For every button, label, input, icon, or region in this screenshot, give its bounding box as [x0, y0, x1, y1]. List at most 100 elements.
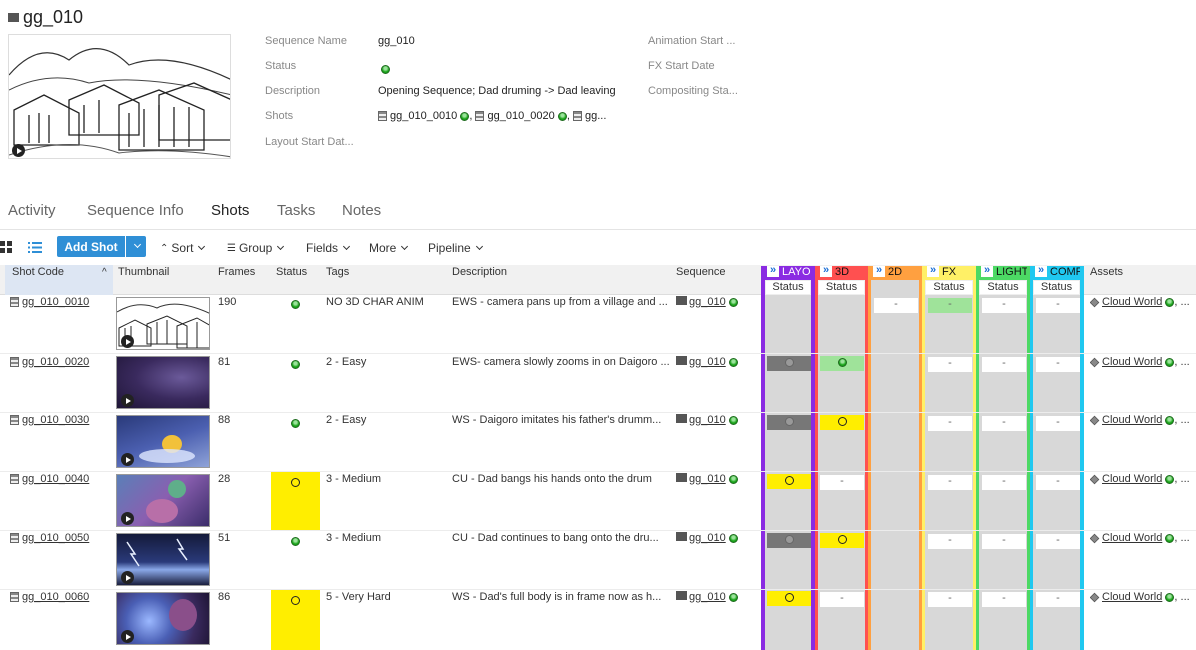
add-shot-dropdown[interactable]: [126, 236, 146, 257]
sequence-link[interactable]: gg_010: [676, 532, 738, 544]
table-row[interactable]: gg_010_0040: [10, 473, 110, 485]
pipeline-status-comp[interactable]: -: [1036, 475, 1080, 490]
pipeline-sub-status-fx[interactable]: Status: [925, 280, 973, 295]
shot-thumbnail[interactable]: [116, 415, 210, 468]
shot-thumbnail[interactable]: [116, 356, 210, 409]
fields-menu[interactable]: Fields: [306, 241, 351, 255]
pipeline-status-light[interactable]: -: [982, 592, 1026, 607]
table-row[interactable]: gg_010_0050: [10, 532, 110, 544]
description-value[interactable]: CU - Dad bangs his hands onto the drum: [452, 473, 652, 485]
table-row[interactable]: gg_010_0060: [10, 591, 110, 603]
pipeline-status-comp[interactable]: -: [1036, 416, 1080, 431]
tags-value[interactable]: 2 - Easy: [326, 414, 367, 426]
pipeline-status-layout[interactable]: [767, 533, 811, 548]
sequence-link[interactable]: gg_010: [676, 414, 738, 426]
pipeline-sub-status-3d[interactable]: Status: [818, 280, 865, 295]
table-row[interactable]: gg_010_0010: [10, 296, 110, 308]
field-value-description[interactable]: Opening Sequence; Dad druming -> Dad lea…: [378, 85, 616, 97]
pipeline-step-2d[interactable]: 2D: [871, 266, 919, 280]
pipeline-sub-status-comp[interactable]: Status: [1033, 280, 1080, 295]
play-icon[interactable]: [121, 571, 134, 584]
tags-value[interactable]: NO 3D CHAR ANIM: [326, 296, 424, 308]
description-value[interactable]: WS - Dad's full body is in frame now as …: [452, 591, 662, 603]
pipeline-step-3d[interactable]: 3D: [818, 266, 865, 280]
pipeline-step-comp[interactable]: COMP: [1033, 266, 1080, 280]
pipeline-status-3d[interactable]: [820, 415, 864, 430]
sequence-link[interactable]: gg_010: [676, 356, 738, 368]
shots-link[interactable]: gg_010_0010: [390, 110, 458, 122]
column-header-shot-code[interactable]: Shot Code: [12, 266, 64, 278]
shot-thumbnail[interactable]: [116, 533, 210, 586]
pipeline-status-comp[interactable]: -: [1036, 534, 1080, 549]
shot-code-link[interactable]: gg_010_0040: [22, 473, 90, 485]
tab-tasks[interactable]: Tasks: [277, 202, 316, 219]
shots-link[interactable]: gg...: [584, 110, 607, 122]
tab-notes[interactable]: Notes: [342, 202, 382, 219]
pipeline-status-2d[interactable]: -: [874, 298, 918, 313]
column-header-tags[interactable]: Tags: [326, 266, 350, 278]
sequence-link[interactable]: gg_010: [676, 473, 738, 485]
column-header-status[interactable]: Status: [276, 266, 308, 278]
grid-view-icon[interactable]: [0, 241, 13, 254]
status-yellow-icon[interactable]: [291, 475, 300, 489]
pipeline-status-layout[interactable]: [767, 474, 811, 489]
pipeline-status-3d[interactable]: -: [820, 475, 864, 490]
column-header-description[interactable]: Description: [452, 266, 508, 278]
sequence-link[interactable]: gg_010: [676, 591, 738, 603]
table-row[interactable]: gg_010_0020: [10, 356, 110, 368]
tags-value[interactable]: 5 - Very Hard: [326, 591, 391, 603]
shot-code-link[interactable]: gg_010_0050: [22, 532, 90, 544]
column-header-sequence[interactable]: Sequence: [676, 266, 726, 278]
play-icon[interactable]: [121, 394, 134, 407]
group-menu[interactable]: ☰ Group: [227, 241, 285, 255]
pipeline-step-layout[interactable]: LAYO...: [765, 266, 811, 280]
tab-activity[interactable]: Activity: [8, 202, 56, 219]
pipeline-status-light[interactable]: -: [982, 416, 1026, 431]
status-green-icon[interactable]: [291, 416, 300, 430]
asset-link[interactable]: Cloud World , ...: [1090, 473, 1196, 485]
pipeline-step-fx[interactable]: FX: [925, 266, 973, 280]
pipeline-status-layout[interactable]: [767, 415, 811, 430]
pipeline-status-fx[interactable]: -: [928, 592, 972, 607]
asset-link[interactable]: Cloud World , ...: [1090, 296, 1196, 308]
status-yellow-icon[interactable]: [291, 593, 300, 607]
pipeline-sub-status-layout[interactable]: Status: [765, 280, 811, 295]
column-header-thumbnail[interactable]: Thumbnail: [118, 266, 170, 278]
sort-ascending-icon[interactable]: ^: [102, 267, 107, 278]
pipeline-status-light[interactable]: -: [982, 357, 1026, 372]
shot-code-link[interactable]: gg_010_0060: [22, 591, 90, 603]
description-value[interactable]: WS - Daigoro imitates his father's drumm…: [452, 414, 662, 426]
table-row[interactable]: gg_010_0030: [10, 414, 110, 426]
pipeline-status-light[interactable]: -: [982, 475, 1026, 490]
pipeline-status-fx[interactable]: -: [928, 357, 972, 372]
pipeline-status-3d[interactable]: -: [820, 592, 864, 607]
asset-link[interactable]: Cloud World , ...: [1090, 356, 1196, 368]
description-value[interactable]: EWS- camera slowly zooms in on Daigoro .…: [452, 356, 670, 368]
add-shot-button[interactable]: Add Shot: [57, 236, 125, 257]
shot-thumbnail[interactable]: [116, 592, 210, 645]
column-header-assets[interactable]: Assets: [1090, 266, 1124, 278]
pipeline-status-light[interactable]: -: [982, 298, 1026, 313]
shot-code-link[interactable]: gg_010_0020: [22, 356, 90, 368]
pipeline-step-light[interactable]: LIGHT: [979, 266, 1027, 280]
status-green-icon[interactable]: [291, 357, 300, 371]
description-value[interactable]: CU - Dad continues to bang onto the dru.…: [452, 532, 659, 544]
sequence-link[interactable]: gg_010: [676, 296, 738, 308]
pipeline-status-light[interactable]: -: [982, 534, 1026, 549]
shots-link[interactable]: gg_010_0020: [487, 110, 555, 122]
status-green-icon[interactable]: [291, 534, 300, 548]
shot-thumbnail[interactable]: [116, 474, 210, 527]
pipeline-menu[interactable]: Pipeline: [428, 241, 483, 255]
list-view-icon[interactable]: [28, 241, 42, 254]
pipeline-status-3d[interactable]: [820, 533, 864, 548]
asset-link[interactable]: Cloud World , ...: [1090, 591, 1196, 603]
play-icon[interactable]: [121, 335, 134, 348]
asset-link[interactable]: Cloud World , ...: [1090, 414, 1196, 426]
field-value-shots[interactable]: gg_010_0010 , gg_010_0020 , gg...: [378, 110, 628, 122]
sequence-thumbnail[interactable]: [8, 34, 231, 159]
tab-shots[interactable]: Shots: [211, 202, 250, 219]
pipeline-status-comp[interactable]: -: [1036, 592, 1080, 607]
play-icon[interactable]: [121, 630, 134, 643]
play-icon[interactable]: [12, 144, 25, 157]
play-icon[interactable]: [121, 512, 134, 525]
